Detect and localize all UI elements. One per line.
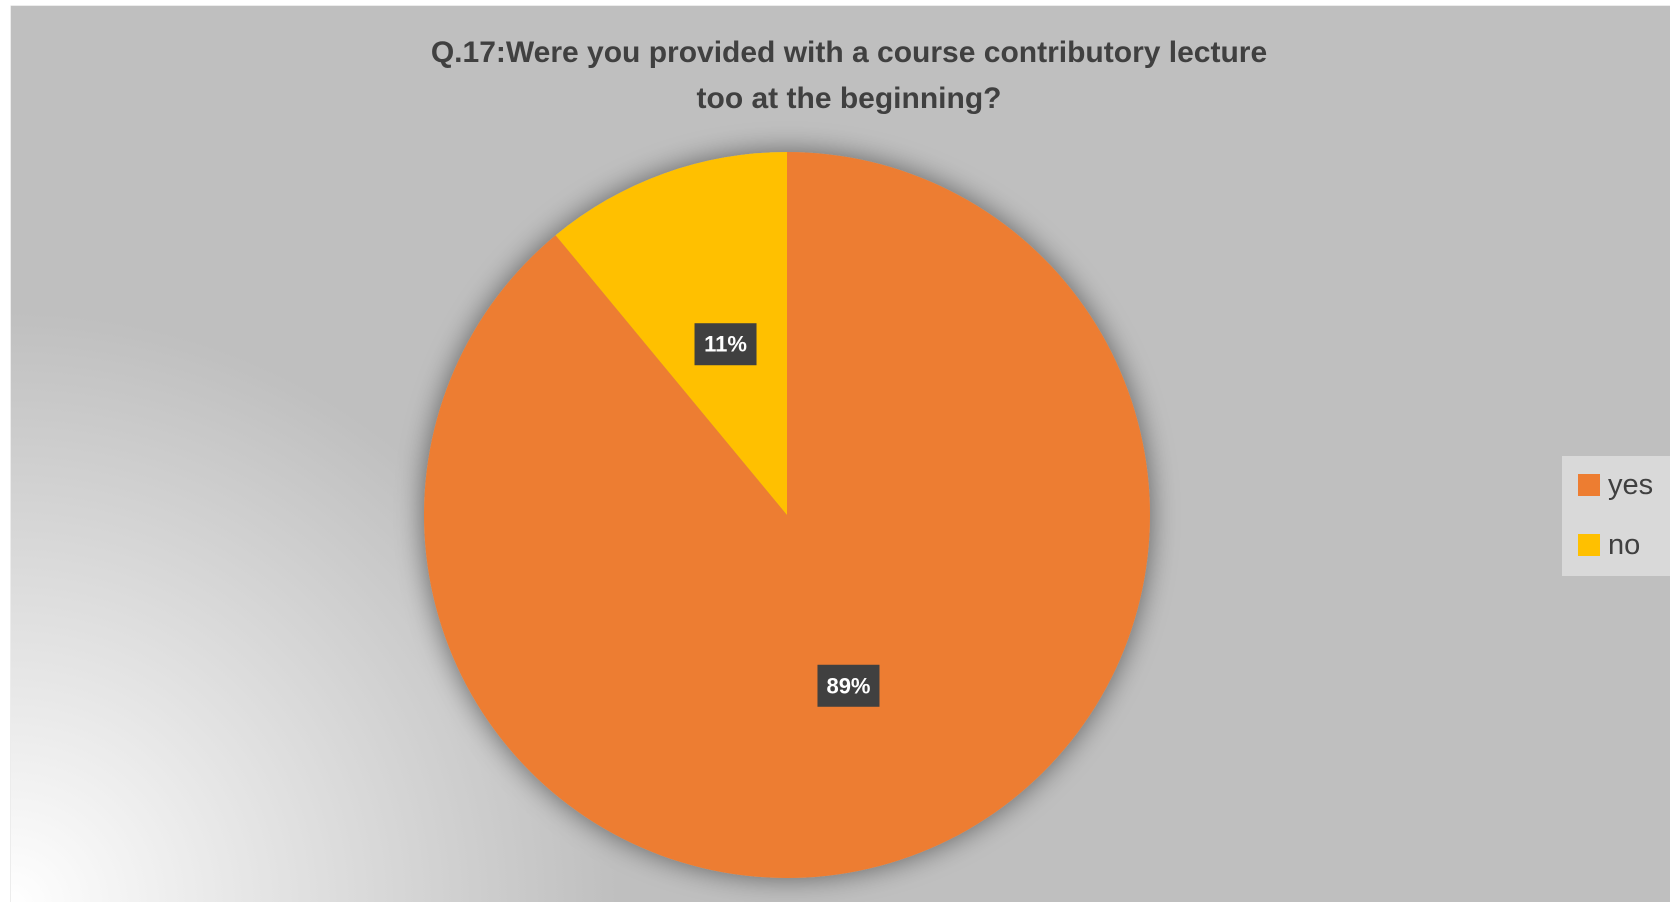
data-label: 89% (826, 673, 870, 698)
chart-title: Q.17:Were you provided with a course con… (430, 36, 1268, 115)
data-label-box (694, 323, 757, 366)
legend-label: no (1608, 529, 1640, 561)
data-label: 11% (704, 332, 747, 357)
pie (424, 152, 1150, 878)
data-label-box (817, 664, 880, 707)
legend-swatch (1578, 474, 1600, 496)
pie-slice (555, 152, 787, 515)
legend-label: yes (1608, 469, 1653, 501)
legend-swatch (1578, 534, 1600, 556)
